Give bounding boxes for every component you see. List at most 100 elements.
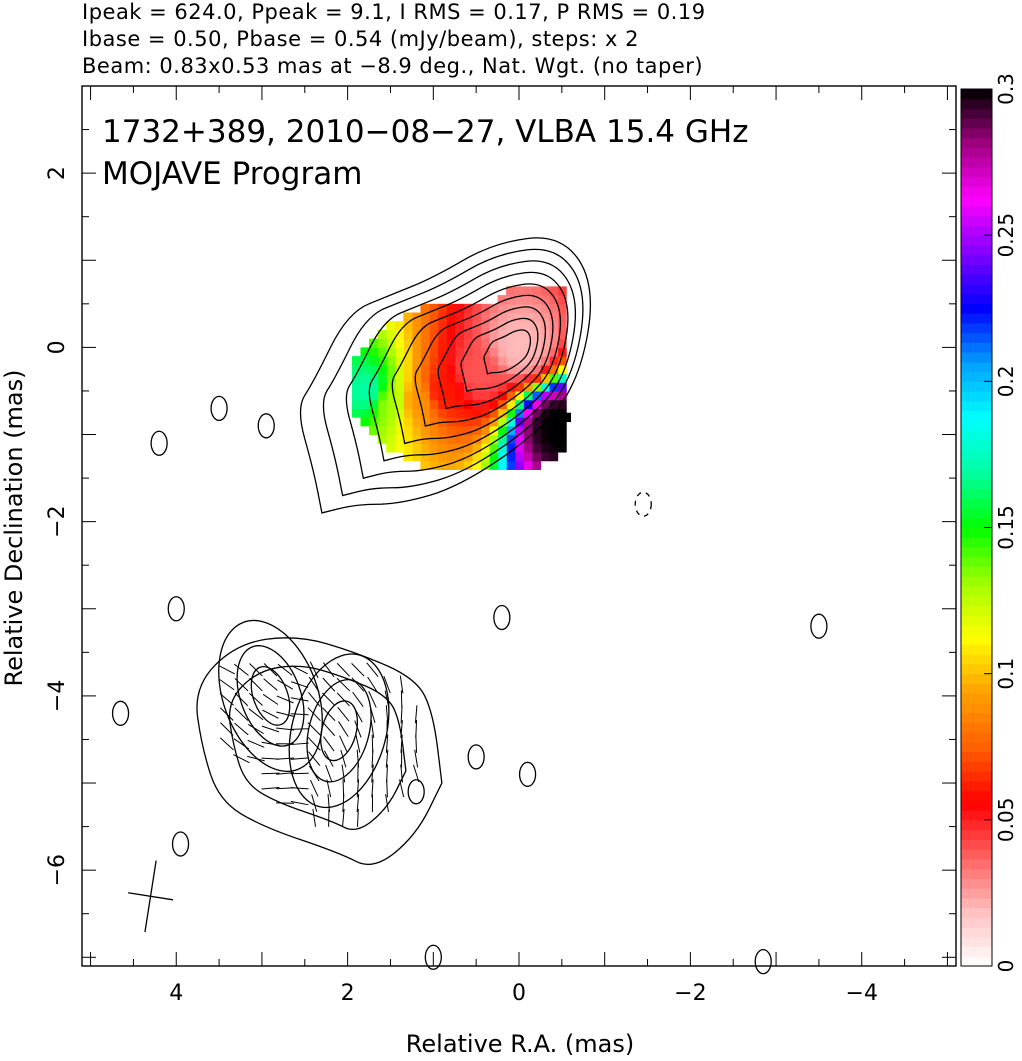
evpa-tick xyxy=(218,665,236,675)
evpa-tick xyxy=(386,779,388,798)
pol-pixel xyxy=(471,417,482,427)
pol-pixel xyxy=(531,286,542,296)
colorbar-swatch xyxy=(961,771,992,782)
evpa-tick xyxy=(414,749,419,768)
pol-pixel xyxy=(403,364,413,375)
pol-pixel xyxy=(480,338,490,348)
pol-pixel xyxy=(386,347,396,357)
colorbar-swatch xyxy=(961,839,992,850)
pol-pixel xyxy=(531,434,542,444)
pol-pixel xyxy=(377,390,387,401)
pol-pixel xyxy=(489,373,499,383)
pol-pixel xyxy=(446,443,456,453)
evpa-tick xyxy=(290,713,309,716)
pol-pixel xyxy=(548,295,559,305)
pol-pixel xyxy=(540,356,550,366)
pol-pixel xyxy=(548,451,559,462)
colorbar-swatch xyxy=(961,439,992,451)
colorbar-swatch xyxy=(961,254,992,265)
pol-pixel xyxy=(514,434,524,444)
evpa-tick xyxy=(384,690,390,709)
evpa-tick xyxy=(336,692,350,707)
colorbar-tick-label: 0.3 xyxy=(994,73,1018,105)
colorbar-swatch xyxy=(961,927,992,938)
evpa-tick xyxy=(308,676,320,693)
pol-pixel xyxy=(557,303,567,314)
colorbar-swatch xyxy=(961,89,992,100)
pol-pixel xyxy=(463,329,473,340)
colorbar-swatch xyxy=(961,517,992,529)
colorbar-swatch xyxy=(961,615,992,626)
pol-pixel xyxy=(454,382,464,392)
colorbar-swatch xyxy=(961,342,992,353)
evpa-tick xyxy=(290,757,309,760)
core-contour xyxy=(322,248,584,497)
pol-pixel xyxy=(437,443,447,453)
pol-pixel xyxy=(420,338,430,348)
evpa-tick xyxy=(342,794,345,813)
pol-pixel xyxy=(446,312,456,322)
colorbar-tick-label: 0.2 xyxy=(994,365,1018,397)
pol-pixel xyxy=(540,338,550,348)
pol-pixel xyxy=(531,451,542,462)
pol-pixel xyxy=(437,399,447,409)
pol-pixel xyxy=(480,390,490,401)
pol-pixel xyxy=(540,451,550,462)
pol-pixel xyxy=(480,382,490,392)
evpa-tick xyxy=(415,734,418,753)
colorbar-swatch xyxy=(961,917,992,928)
pol-pixel xyxy=(420,460,430,470)
pol-pixel xyxy=(514,382,524,392)
pol-pixel xyxy=(523,417,533,427)
pol-pixel xyxy=(454,460,464,470)
pol-pixel xyxy=(411,338,422,348)
pol-pixel xyxy=(540,364,550,375)
colorbar-swatch xyxy=(961,819,992,831)
pol-pixel xyxy=(523,321,533,331)
pol-pixel xyxy=(471,364,482,375)
pol-pixel xyxy=(377,417,387,427)
pol-pixel xyxy=(386,321,396,331)
colorbar-tick-label: 0 xyxy=(994,960,1018,973)
evpa-tick xyxy=(353,706,363,723)
pol-pixel xyxy=(420,425,430,436)
pol-pixel xyxy=(403,356,413,366)
pol-pixel xyxy=(386,329,396,340)
pol-pixel xyxy=(429,399,439,409)
pol-pixel xyxy=(557,364,567,375)
pol-pixel xyxy=(514,321,524,331)
colorbar-swatch xyxy=(961,800,992,811)
pol-pixel xyxy=(489,338,499,348)
pol-pixel xyxy=(548,329,559,340)
pol-pixel xyxy=(360,399,370,409)
pol-pixel xyxy=(531,347,542,357)
pol-pixel xyxy=(553,438,563,449)
pol-pixel xyxy=(497,451,507,462)
chart-title-line1: 1732+389, 2010−08−27, VLBA 15.4 GHz xyxy=(102,114,748,150)
pol-pixel xyxy=(394,434,404,444)
evpa-tick xyxy=(276,711,294,717)
pol-pixel xyxy=(429,347,439,357)
evpa-tick xyxy=(366,662,379,678)
pol-pixel xyxy=(523,295,533,305)
jet-contour xyxy=(218,619,323,772)
pol-pixel xyxy=(514,408,524,418)
pol-pixel xyxy=(386,382,396,392)
evpa-tick xyxy=(234,722,249,736)
pol-pixel xyxy=(497,347,507,357)
colorbar-swatch xyxy=(961,936,992,948)
pol-pixel xyxy=(497,303,507,314)
colorbar-swatch xyxy=(961,702,992,714)
pol-pixel xyxy=(523,408,533,418)
colorbar-swatch xyxy=(961,712,992,723)
evpa-tick xyxy=(371,764,374,783)
pol-pixel xyxy=(514,443,524,453)
pol-pixel xyxy=(531,338,542,348)
pol-pixel xyxy=(437,460,447,470)
evpa-tick xyxy=(261,772,280,775)
core-contour xyxy=(345,260,577,479)
pol-pixel xyxy=(489,408,499,418)
pol-pixel xyxy=(394,408,404,418)
pol-pixel xyxy=(523,303,533,314)
pol-pixel xyxy=(463,434,473,444)
